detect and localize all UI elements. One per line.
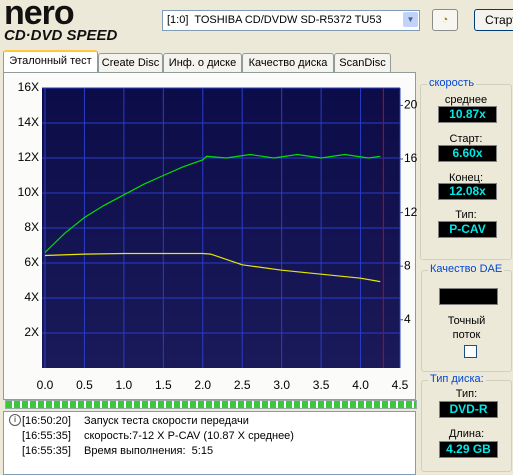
x-tick-label: 4.0 [352,378,369,392]
log-panel: i [16:50:20] Запуск теста скорости перед… [3,411,416,475]
start-button[interactable]: Старт [474,9,513,31]
y2-tick-label: 16 [404,151,418,165]
y-tick-label: 4X [24,290,39,304]
tab[interactable]: Инф. о диске [163,53,242,72]
log-time: [16:50:20] [22,415,71,427]
speed-group: скорость среднее 10.87x Старт: 6.60x Кон… [420,77,512,260]
dae-group: Качество DAE Точный поток [421,263,512,372]
tab[interactable]: ScanDisc [334,53,391,72]
tab[interactable]: Эталонный тест [3,50,98,73]
value-box: 6.60x [438,145,497,162]
y-tick-label: 6X [24,255,39,269]
drive-select[interactable]: [1:0] TOSHIBA CD/DVDW SD-R5372 TU53 ▼ [162,10,420,31]
value-box [439,288,498,305]
label: среднее [444,94,488,106]
y2-tick-label: 8 [404,258,411,272]
value-box: 4.29 GB [439,441,498,458]
y-tick-label: 12X [18,150,39,164]
label: Длина: [448,428,485,440]
chart: 0.0 0.5 1.0 1.5 2.0 2.5 3.0 3.5 4.0 4.5 2X 4X 6X 8X 10… [18,80,418,392]
log-message: скорость:7-12 X P-CAV (10.87 X среднее) [84,430,294,442]
logo-top: nero [4,0,75,32]
y-tick-label: 2X [24,325,39,339]
y-tick-label: 8X [24,220,39,234]
group-title: Тип диска: [428,373,486,385]
y-tick-label: 14X [18,115,39,129]
x-tick-label: 0.5 [76,378,93,392]
log-message: Запуск теста скорости передачи [84,415,249,427]
dropdown-arrow: ▼ [403,12,418,27]
x-tick-label: 3.5 [313,378,330,392]
log-message: Время выполнения: 5:15 [84,445,214,457]
progress-bar [5,400,417,409]
x-tick-label: 0.0 [37,378,54,392]
tab[interactable]: Create Disc [98,53,163,72]
tab[interactable]: Качество диска [242,53,334,72]
label: Конец: [448,172,484,184]
value-box: DVD-R [439,401,498,418]
x-tick-label: 2.0 [194,378,211,392]
value-box: 10.87x [438,106,497,123]
drive-label: [1:0] TOSHIBA CD/DVDW SD-R5372 TU53 [167,14,382,26]
log-time: [16:55:35] [22,445,71,457]
label: Тип: [455,388,478,400]
y2-tick-label: 4 [404,312,411,326]
eject-button[interactable]: ◔ [432,9,458,31]
group-title: Качество DAE [428,263,505,275]
log-time: [16:55:35] [22,430,71,442]
y-tick-label: 16X [18,80,39,94]
y2-tick-label: 12 [404,205,418,219]
x-tick-label: 4.5 [392,378,409,392]
y2-tick-label: 20 [404,98,418,112]
x-tick-label: 3.0 [273,378,290,392]
x-tick-label: 2.5 [234,378,251,392]
series-line [44,153,381,253]
x-tick-label: 1.5 [155,378,172,392]
checkbox[interactable] [464,345,477,358]
value-box: 12.08x [438,183,497,200]
logo-bottom: CD·DVD SPEED [4,27,118,44]
value-box: P-CAV [438,221,497,238]
label: Тип: [455,209,477,221]
series-line [44,252,381,283]
y-tick-label: 10X [18,185,39,199]
group-title: скорость [427,77,477,89]
log-icon: i [9,414,21,426]
label: Точный поток [447,315,486,341]
x-tick-label: 1.0 [116,378,133,392]
disc-group: Тип диска: Тип: DVD-R Длина: 4.29 GB [421,373,512,472]
label: Старт: [449,133,483,145]
